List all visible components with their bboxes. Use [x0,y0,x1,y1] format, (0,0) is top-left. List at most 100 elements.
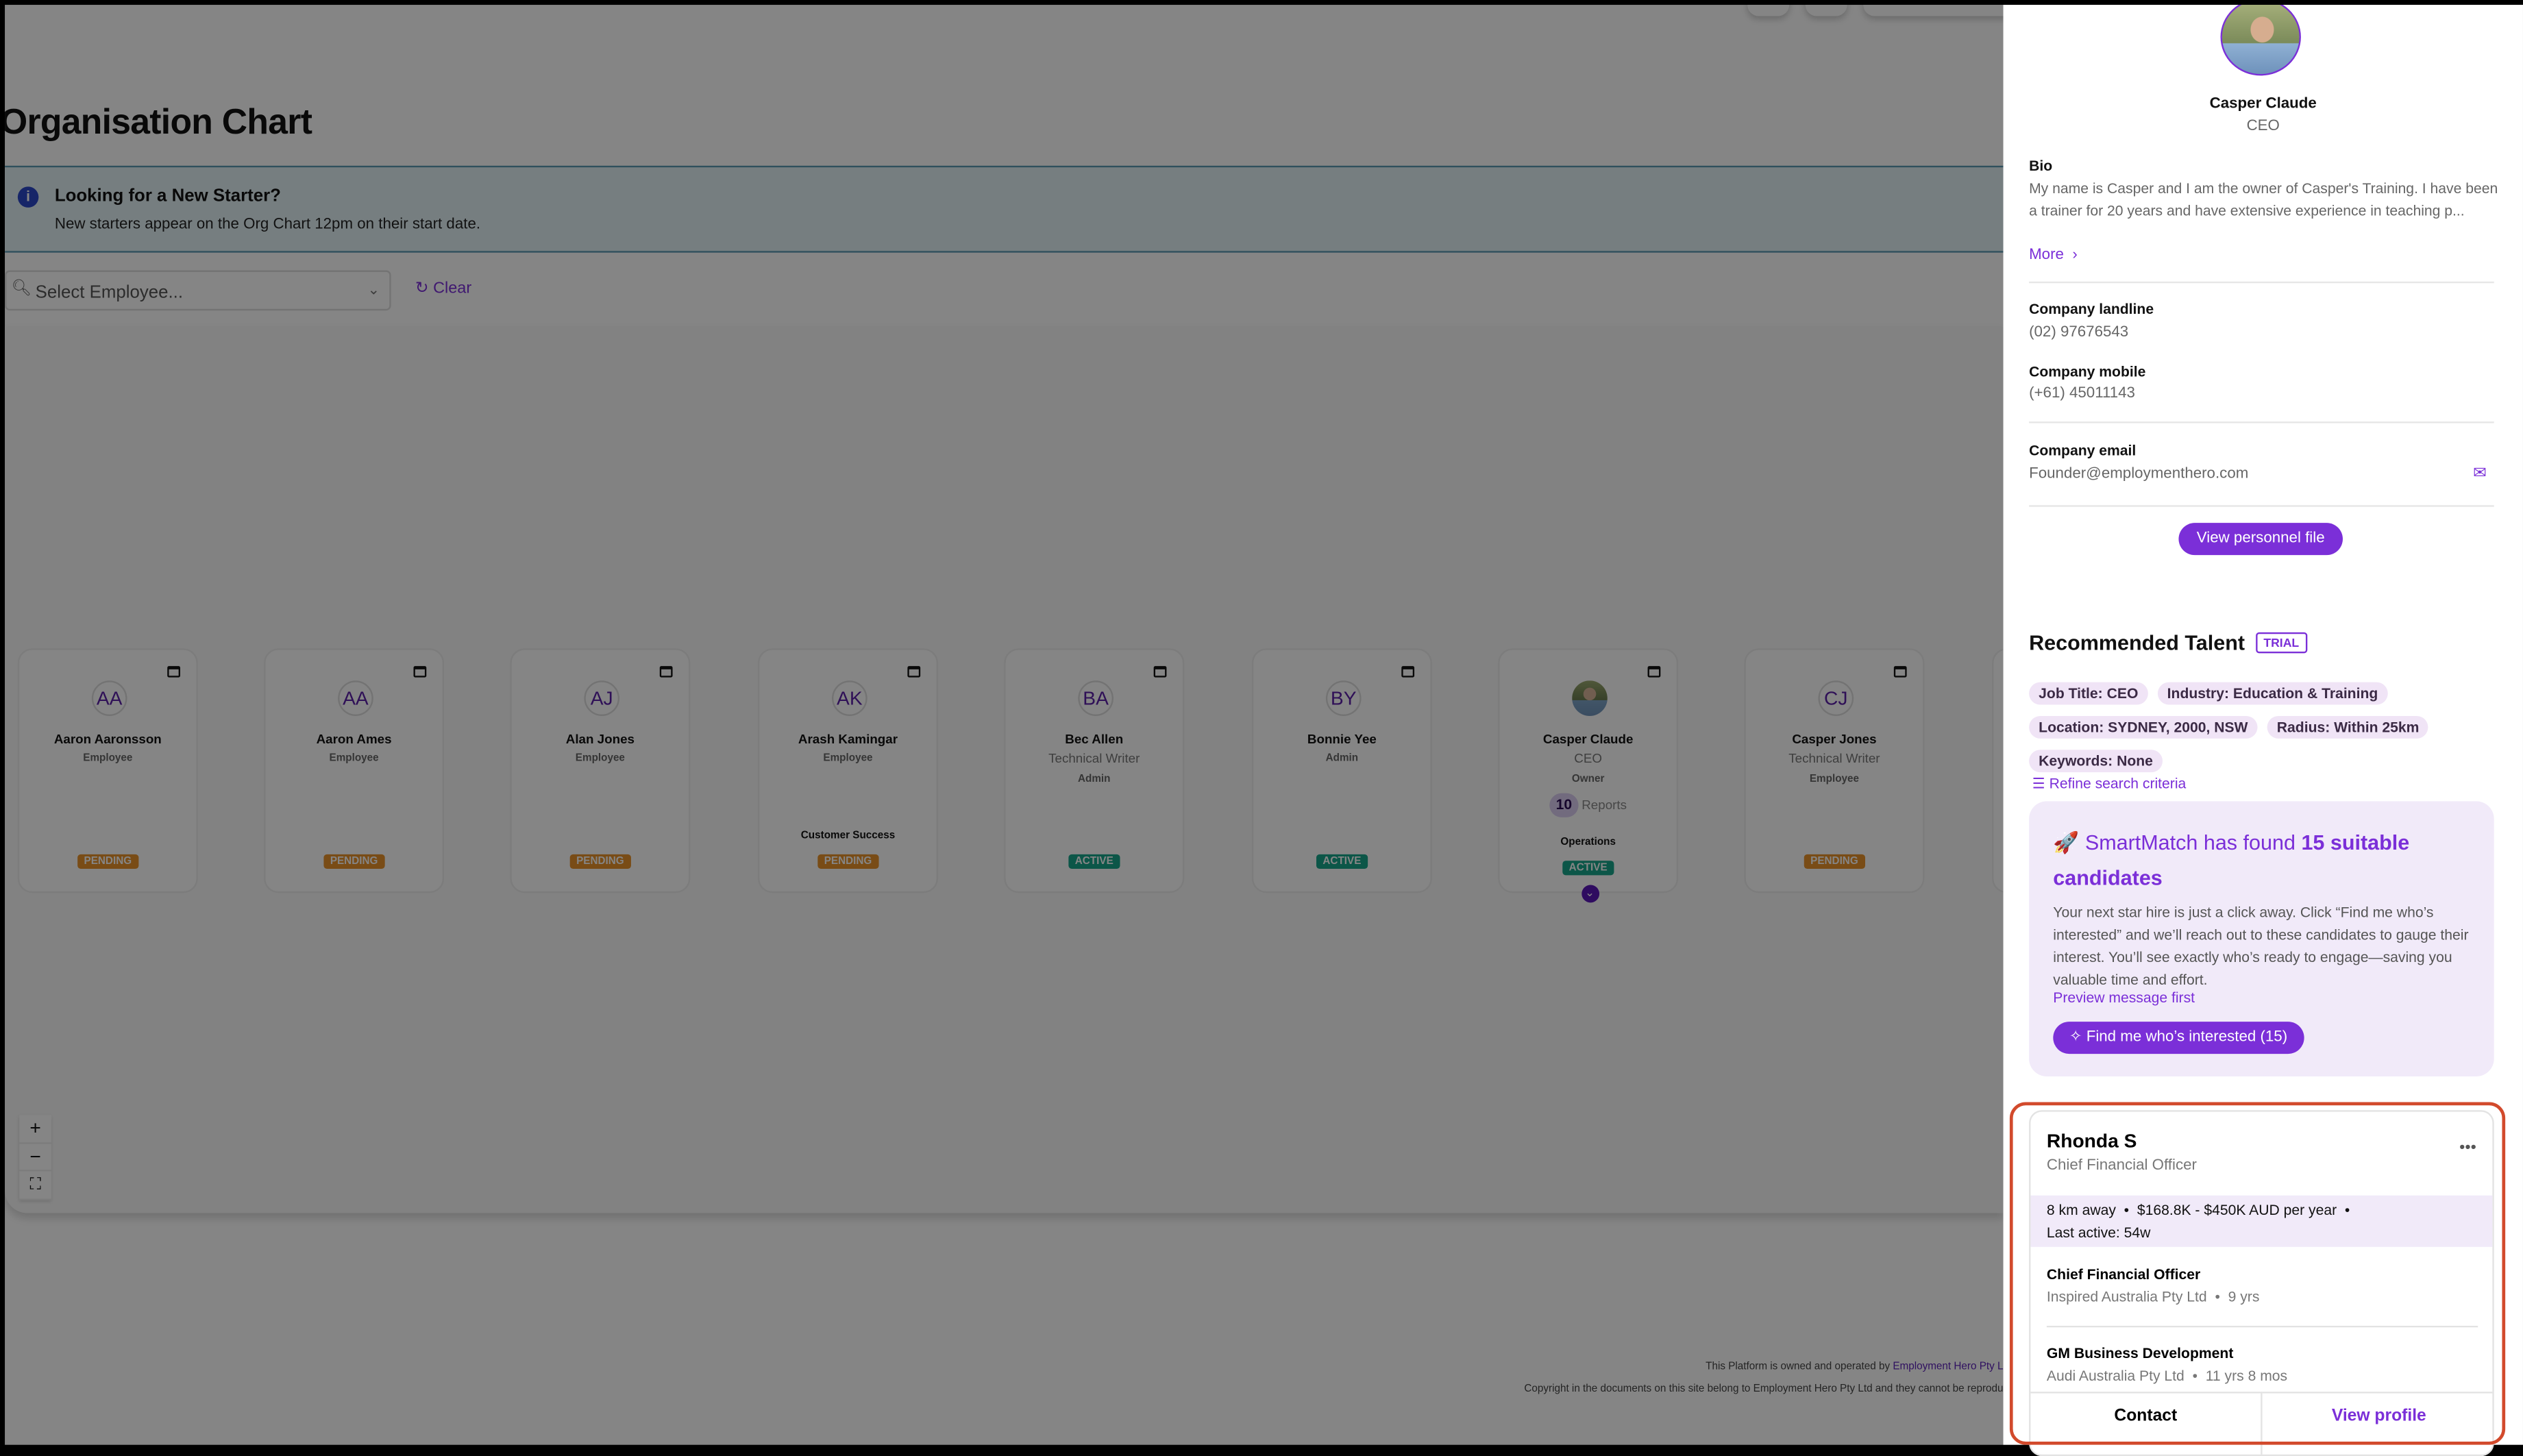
email-value: Founder@employmenthero.com [2029,465,2249,483]
profile-avatar [2220,5,2301,76]
expand-chevron-icon[interactable]: ⌄ [1581,885,1599,903]
employee-role: Employee [1809,774,1860,785]
smartmatch-body: Your next star hire is just a click away… [2053,904,2469,988]
employee-role: Admin [1325,752,1359,765]
refresh-icon: ↻ [415,280,434,298]
org-card[interactable]: CJ Casper Jones Technical Writer Employee PE… [1744,648,1925,893]
contact-button[interactable]: Contact [2030,1392,2263,1455]
refine-label: Refine search criteria [2049,775,2187,792]
banner-heading: Looking for a New Starter? [54,186,281,206]
experience-detail: Audi Australia Pty Ltd • 11 yrs 8 mos [2046,1367,2288,1384]
more-link[interactable]: More › [2029,245,2078,267]
more-label: More [2029,246,2064,264]
page-title: Organisation Chart [5,101,312,142]
employee-title: Technical Writer [1048,751,1140,766]
org-chart-page: Organisation Chart i Looking for a New S… [5,5,2004,1445]
footer-ownership: This Platform is owned and operated by E… [1706,1361,2003,1372]
smartmatch-heading: 🚀 SmartMatch has found 15 suitable candi… [2053,826,2455,896]
folder-icon[interactable] [1647,666,1661,678]
refine-search-link[interactable]: ☰ Refine search criteria [2032,776,2187,793]
zoom-out-button[interactable]: − [19,1143,52,1172]
view-profile-button[interactable]: View profile [2262,1392,2493,1455]
zoom-controls: + − ⛶ [19,1115,52,1200]
experience-duration: 11 yrs 8 mos [2205,1367,2288,1384]
criteria-pill: Location: SYDNEY, 2000, NSW [2029,715,2258,739]
profile-title: CEO [2246,117,2280,136]
profile-name: Casper Claude [2209,95,2317,113]
email-label: Company email [2029,442,2137,459]
folder-icon[interactable] [1893,666,1907,678]
chevron-down-icon: ⌄ [367,281,380,298]
zoom-in-button[interactable]: + [19,1115,52,1144]
employee-role: Admin [1078,774,1111,785]
org-card[interactable]: Casper Claude CEO Owner 10 Reports Operations… [1498,648,1679,903]
experience-company: Inspired Australia Pty Ltd [2046,1288,2207,1305]
info-banner: i Looking for a New Starter? New starter… [5,165,2004,253]
candidate-summary: 8 km away • $168.8K - $450K AUD per year… [2030,1195,2493,1247]
employee-name: Casper Jones [1792,732,1877,747]
criteria-pill: Radius: Within 25km [2267,715,2429,739]
footer-copyright: Copyright in the documents on this site … [1524,1383,2004,1395]
footer-link[interactable]: Employment Hero Pty L [1893,1361,2004,1373]
org-card[interactable]: AA Aaron Aaronsson Employee PENDING [17,648,198,893]
folder-icon[interactable] [659,666,673,678]
status-badge: ACTIVE [1316,854,1368,869]
folder-icon[interactable] [1153,666,1167,678]
employee-name: Bonnie Yee [1307,732,1377,747]
org-card[interactable]: BY Bonnie Yee Admin ACTIVE [1251,648,1432,893]
smartmatch-count: 15 suitable candidates [2053,830,2410,890]
status-badge: PENDING [1804,854,1865,869]
folder-icon[interactable] [1401,666,1415,678]
landline-label: Company landline [2029,301,2154,317]
employee-title: Technical Writer [1788,751,1880,766]
org-card[interactable]: AK Arash Kamingar Employee Customer Success… [758,648,939,893]
employee-role: Owner [1571,774,1605,785]
folder-icon[interactable] [167,666,180,678]
employee-name: Bec Allen [1065,732,1124,747]
header-button[interactable] [1747,5,1790,16]
criteria-pill: Keywords: None [2029,750,2163,773]
folder-icon[interactable] [907,666,921,678]
candidate-salary: $168.8K - $450K AUD per year [2137,1202,2337,1218]
header-button[interactable] [1863,5,2004,16]
chevron-right-icon: › [2068,246,2078,264]
employee-name: Arash Kamingar [798,732,898,747]
candidate-last-active: Last active: 54w [2046,1224,2151,1241]
talent-heading-text: Recommended Talent [2029,630,2245,655]
clear-button[interactable]: ↻ Clear [415,280,471,298]
view-personnel-file-button[interactable]: View personnel file [2178,523,2343,556]
send-email-icon[interactable]: ✉ [2473,465,2487,483]
candidate-card: Rhonda S Chief Financial Officer ••• 8 k… [2029,1110,2494,1456]
employee-department: Customer Success [800,830,896,842]
info-icon: i [17,186,39,208]
avatar: CJ [1818,680,1854,716]
org-card[interactable] [1992,648,2004,893]
fit-screen-button[interactable]: ⛶ [19,1171,52,1200]
avatar: AA [91,680,127,716]
status-badge: PENDING [817,854,878,869]
org-card[interactable]: AA Aaron Ames Employee PENDING [264,648,445,893]
avatar: BA [1078,680,1113,716]
header-button[interactable] [1805,5,1847,16]
employee-role: Employee [329,752,379,765]
folder-icon[interactable] [413,666,427,678]
trial-badge: TRIAL [2255,632,2307,654]
more-options-icon[interactable]: ••• [2459,1139,2476,1157]
mobile-value: (+61) 45011143 [2029,384,2135,403]
experience-role: Chief Financial Officer [2046,1266,2201,1283]
find-interested-label: Find me who’s interested (15) [2086,1028,2288,1046]
avatar: BY [1325,680,1362,716]
employee-select[interactable]: 🔍︎ Select Employee... ⌄ [5,270,391,311]
org-card[interactable]: BA Bec Allen Technical Writer Admin ACTIVE [1004,648,1185,893]
avatar: AJ [584,680,620,716]
bio-label: Bio [2029,158,2053,174]
org-card[interactable]: AJ Alan Jones Employee PENDING [510,648,691,893]
divider [2029,421,2494,423]
smartmatch-prefix: SmartMatch has found [2084,830,2302,854]
smartmatch-box: 🚀 SmartMatch has found 15 suitable candi… [2029,801,2494,1076]
employee-department: Operations [1560,837,1616,848]
preview-message-link[interactable]: Preview message first [2053,989,2195,1006]
find-interested-button[interactable]: ✧ Find me who’s interested (15) [2053,1022,2304,1054]
reports-count[interactable]: 10 Reports [1500,793,1677,817]
recommended-talent-heading: Recommended Talent TRIAL [2029,630,2307,655]
